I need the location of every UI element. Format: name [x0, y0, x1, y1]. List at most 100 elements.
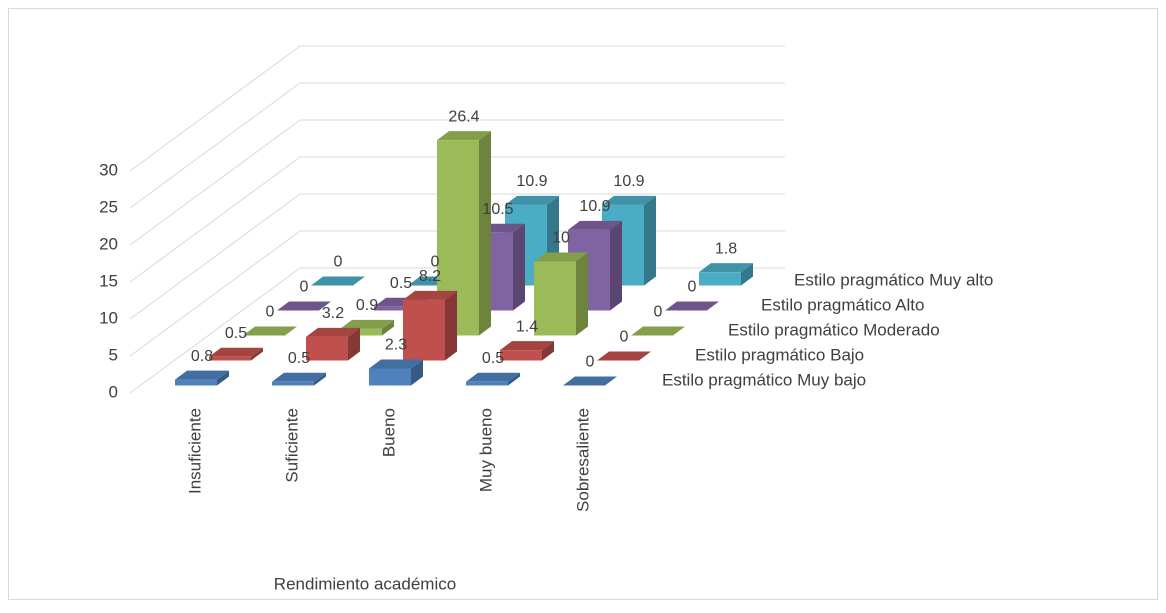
- bar-front: [209, 356, 251, 361]
- grid-line: [129, 193, 785, 320]
- data-label: 1.8: [715, 240, 737, 257]
- bar-front: [272, 381, 314, 386]
- grid-line: [129, 45, 785, 172]
- data-label: 0: [620, 329, 629, 346]
- data-label: 10.5: [482, 201, 513, 218]
- data-label: 0: [300, 279, 309, 296]
- bar: [175, 370, 229, 386]
- bar-side: [411, 359, 423, 386]
- bar-top: [602, 195, 656, 205]
- bar-top: [277, 301, 331, 311]
- data-label: 1.4: [516, 318, 538, 335]
- series-label: Estilo pragmático Muy alto: [794, 270, 993, 289]
- data-label: 3.2: [322, 305, 344, 322]
- data-label: 0.5: [288, 350, 310, 367]
- data-label: 0: [431, 254, 440, 271]
- data-label: 2.3: [385, 337, 407, 354]
- bar-front: [699, 272, 741, 286]
- bar-top: [209, 347, 263, 357]
- data-label: 0.9: [356, 297, 378, 314]
- x-tick-label: Sobresaliente: [573, 408, 592, 512]
- data-label: 10.9: [613, 173, 644, 190]
- bar-side: [610, 220, 622, 311]
- data-label: 0: [654, 304, 663, 321]
- bar-top: [175, 370, 229, 380]
- bar-top: [568, 220, 622, 230]
- data-label: 0: [586, 354, 595, 371]
- bar: [597, 351, 651, 361]
- bar-top: [311, 276, 365, 286]
- bar: [563, 376, 617, 386]
- bar-side: [513, 223, 525, 311]
- bar-top: [563, 376, 617, 386]
- bar-front: [369, 368, 411, 386]
- series-label: Estilo pragmático Alto: [761, 295, 924, 314]
- bar: [437, 131, 491, 336]
- bar: [272, 372, 326, 386]
- y-tick-label: 10: [99, 308, 118, 327]
- data-label: 26.4: [448, 108, 479, 125]
- bar-front: [374, 306, 416, 311]
- bar-side: [644, 195, 656, 286]
- data-label: 10: [552, 230, 570, 247]
- bar-front: [175, 379, 217, 386]
- bar: [277, 301, 331, 311]
- bar-side: [741, 263, 753, 286]
- bar-front: [403, 299, 445, 361]
- bar-side: [217, 370, 229, 386]
- bar: [209, 347, 263, 361]
- y-tick-label: 5: [109, 345, 118, 364]
- bar-top: [369, 359, 423, 369]
- data-label: 0.5: [390, 275, 412, 292]
- series-label: Estilo pragmático Moderado: [728, 320, 940, 339]
- bar-top: [466, 372, 520, 382]
- bar: [243, 326, 297, 336]
- bar-side: [479, 131, 491, 336]
- grid-line: [129, 119, 785, 246]
- bar: [665, 301, 719, 311]
- x-tick-label: Insuficiente: [185, 408, 204, 494]
- bar-top: [500, 341, 554, 351]
- data-label: 10.9: [579, 198, 610, 215]
- data-label: 0: [334, 254, 343, 271]
- bar-side: [542, 341, 554, 361]
- bar: [311, 276, 365, 286]
- bar-top: [403, 290, 457, 300]
- y-tick-label: 15: [99, 271, 118, 290]
- bar-top: [505, 195, 559, 205]
- bar: [369, 359, 423, 386]
- x-tick-label: Muy bueno: [476, 408, 495, 492]
- bar-top: [534, 252, 588, 262]
- data-label: 0: [688, 279, 697, 296]
- bar: [466, 372, 520, 386]
- bar-top: [665, 301, 719, 311]
- bar: [306, 327, 360, 361]
- series-label: Estilo pragmático Bajo: [695, 345, 864, 364]
- data-label: 8.2: [419, 268, 441, 285]
- bar-top: [243, 326, 297, 336]
- x-tick-label: Suficiente: [282, 408, 301, 483]
- bar-front: [500, 350, 542, 361]
- bar-top: [699, 263, 753, 273]
- data-label: 10.9: [516, 173, 547, 190]
- bar-front: [466, 381, 508, 386]
- data-label: 0.8: [191, 348, 213, 365]
- bar-top: [597, 351, 651, 361]
- bar-top: [306, 327, 360, 337]
- bar-top: [272, 372, 326, 382]
- data-label: 0.5: [225, 325, 247, 342]
- x-tick-label: Bueno: [379, 408, 398, 457]
- bar: [403, 290, 457, 361]
- bar-front: [534, 261, 576, 336]
- bar-front: [340, 328, 382, 336]
- data-label: 0: [266, 304, 275, 321]
- bar-side: [382, 319, 394, 336]
- bar-side: [251, 347, 263, 361]
- bar-front: [306, 336, 348, 361]
- bar-top: [631, 326, 685, 336]
- bar-side: [445, 290, 457, 361]
- y-tick-label: 0: [109, 382, 118, 401]
- grid-line: [129, 82, 785, 209]
- bar: [340, 319, 394, 336]
